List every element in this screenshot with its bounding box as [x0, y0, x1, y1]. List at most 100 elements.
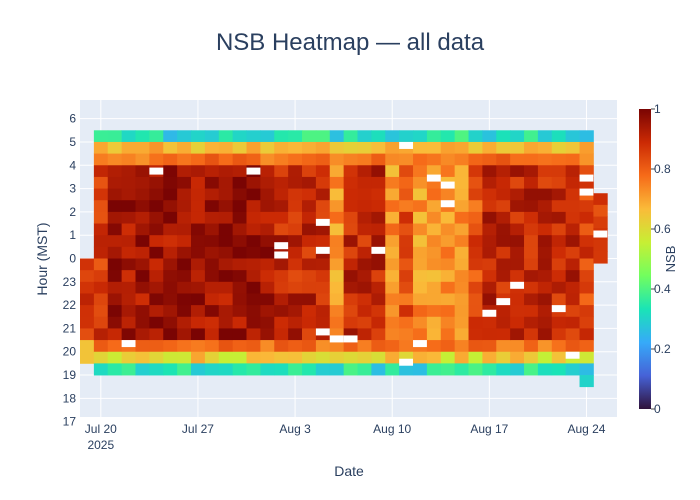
heatmap-cell: [440, 165, 456, 178]
heatmap-cell: [357, 130, 372, 143]
heatmap-cell: [302, 363, 317, 376]
heatmap-cell: [177, 363, 192, 376]
heatmap-cell: [454, 211, 469, 224]
heatmap-cell: [191, 316, 206, 329]
y-tick-label: 18: [63, 391, 77, 405]
heatmap-cell: [204, 246, 220, 259]
heatmap-cell: [191, 165, 206, 178]
heatmap-cell: [329, 235, 345, 248]
heatmap-cell: [288, 211, 303, 224]
heatmap-cell: [121, 235, 136, 248]
heatmap-cell: [454, 316, 469, 329]
heatmap-cell: [496, 211, 511, 224]
missing-data-cell: [274, 251, 289, 259]
heatmap-cell: [191, 246, 206, 259]
heatmap-cell: [565, 293, 580, 306]
heatmap-cell: [440, 141, 456, 155]
colorbar-tick-label: 0.4: [654, 282, 671, 296]
heatmap-cell: [218, 305, 234, 318]
heatmap-cell: [524, 165, 539, 178]
heatmap-cell: [302, 176, 317, 189]
heatmap-cell: [440, 258, 456, 271]
colorbar-tick-label: 0.8: [654, 162, 671, 176]
heatmap-cell: [315, 281, 331, 294]
heatmap-cell: [482, 258, 497, 271]
heatmap-cell: [93, 293, 109, 306]
heatmap-cell: [177, 340, 192, 353]
heatmap-cell: [343, 200, 358, 213]
x-axis-ticks: Jul 20 2025 Jul 27 Aug 3 Aug 10 Aug 17 Aug 24: [85, 422, 606, 452]
x-tick-year-label: 2025: [87, 438, 114, 452]
heatmap-cell: [468, 130, 483, 143]
heatmap-cell: [218, 176, 234, 189]
heatmap-cell: [177, 200, 192, 213]
heatmap-cell: [440, 153, 456, 166]
heatmap-cell: [260, 223, 275, 236]
heatmap-cell: [288, 235, 303, 248]
heatmap-cell: [468, 200, 483, 213]
missing-data-cell: [496, 298, 511, 306]
heatmap-cell: [468, 235, 483, 248]
heatmap-cell: [163, 141, 178, 155]
heatmap-cell: [232, 328, 247, 341]
heatmap-cell: [93, 270, 109, 283]
y-tick-label: 1: [69, 228, 76, 242]
heatmap-cell: [274, 363, 289, 376]
heatmap-cell: [468, 246, 483, 259]
heatmap-cell: [565, 363, 580, 376]
heatmap-cell: [121, 141, 136, 155]
heatmap-cell: [551, 176, 567, 189]
heatmap-cell: [288, 246, 303, 259]
heatmap-cell: [426, 281, 442, 294]
heatmap-cell: [191, 293, 206, 306]
heatmap-cell: [163, 223, 178, 236]
heatmap-cell: [343, 246, 358, 259]
heatmap-cell: [440, 316, 456, 329]
heatmap-cell: [440, 211, 456, 224]
heatmap-cell: [93, 340, 109, 353]
heatmap-cell: [343, 363, 358, 376]
heatmap-cell: [399, 153, 414, 166]
missing-data-cell: [593, 230, 608, 238]
heatmap-cell: [468, 188, 483, 201]
heatmap-cell: [204, 270, 220, 283]
heatmap-cell: [482, 235, 497, 248]
heatmap-cell: [246, 293, 261, 306]
heatmap-cell: [163, 211, 178, 224]
heatmap-cell: [315, 223, 331, 236]
heatmap-cell: [204, 141, 220, 155]
heatmap-cell: [565, 130, 580, 143]
x-tick-label: Aug 10: [373, 422, 411, 436]
heatmap-cell: [80, 340, 95, 353]
heatmap-cell: [302, 235, 317, 248]
heatmap-cell: [524, 293, 539, 306]
heatmap-cell: [163, 328, 178, 341]
heatmap-cell: [454, 340, 469, 353]
heatmap-cell: [399, 316, 414, 329]
heatmap-cell: [496, 340, 511, 353]
heatmap-cell: [191, 328, 206, 341]
heatmap-cell: [579, 246, 594, 259]
heatmap-cell: [565, 211, 580, 224]
heatmap-cell: [357, 363, 372, 376]
y-tick-label: 5: [69, 135, 76, 149]
heatmap-cell: [399, 246, 414, 259]
heatmap-cell: [482, 200, 497, 213]
heatmap-cell: [204, 223, 220, 236]
heatmap-cell: [468, 211, 483, 224]
heatmap-cell: [496, 351, 511, 364]
heatmap-cell: [107, 351, 123, 364]
heatmap-cell: [454, 363, 469, 376]
heatmap-cell: [107, 246, 123, 259]
heatmap-cell: [191, 200, 206, 213]
heatmap-cell: [357, 270, 372, 283]
heatmap-cell: [468, 258, 483, 271]
heatmap-cell: [413, 305, 428, 318]
heatmap-cell: [468, 293, 483, 306]
heatmap-cell: [93, 153, 109, 166]
heatmap-cell: [496, 153, 511, 166]
heatmap-cell: [135, 188, 150, 201]
heatmap-cell: [246, 176, 261, 189]
heatmap-cell: [315, 153, 331, 166]
heatmap-cell: [218, 130, 234, 143]
